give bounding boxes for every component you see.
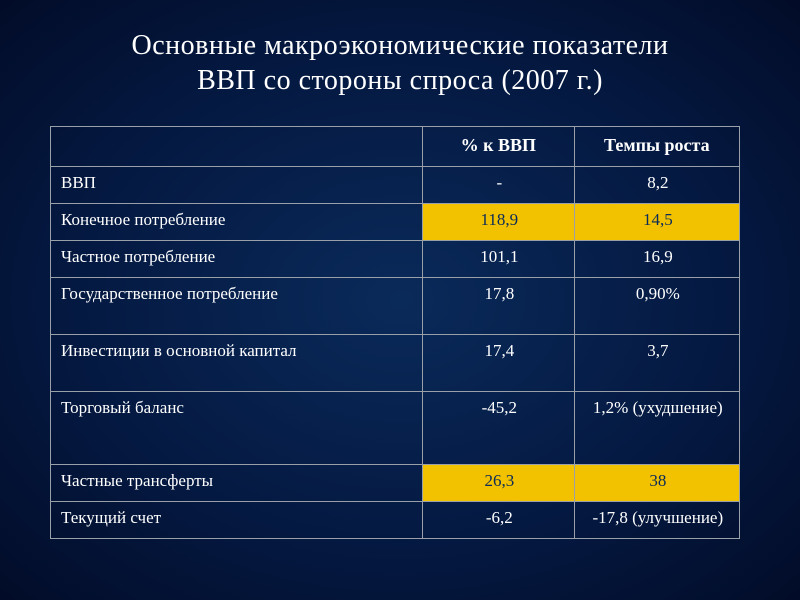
table-row: Государственное потребление17,80,90% <box>51 278 740 335</box>
row-label: Торговый баланс <box>51 392 423 465</box>
title-line-2: ВВП со стороны спроса (2007 г.) <box>50 63 750 98</box>
slide-title: Основные макроэкономические показатели В… <box>50 28 750 98</box>
col-header-pct: % к ВВП <box>423 127 575 167</box>
row-pct: - <box>423 167 575 204</box>
row-growth: 0,90% <box>574 278 739 335</box>
row-growth: 1,2% (ухудшение) <box>574 392 739 465</box>
row-label: Государственное потребление <box>51 278 423 335</box>
title-line-1: Основные макроэкономические показатели <box>50 28 750 63</box>
row-growth: 14,5 <box>574 204 739 241</box>
row-pct: 101,1 <box>423 241 575 278</box>
table-row: Инвестиции в основной капитал17,43,7 <box>51 335 740 392</box>
row-label: ВВП <box>51 167 423 204</box>
row-pct: -6,2 <box>423 502 575 539</box>
table-row: Частные трансферты26,338 <box>51 465 740 502</box>
row-pct: 17,4 <box>423 335 575 392</box>
row-growth: 8,2 <box>574 167 739 204</box>
row-pct: -45,2 <box>423 392 575 465</box>
row-growth: 3,7 <box>574 335 739 392</box>
row-growth: -17,8 (улучшение) <box>574 502 739 539</box>
row-pct: 17,8 <box>423 278 575 335</box>
table-row: Текущий счет-6,2-17,8 (улучшение) <box>51 502 740 539</box>
row-growth: 16,9 <box>574 241 739 278</box>
row-pct: 118,9 <box>423 204 575 241</box>
row-growth: 38 <box>574 465 739 502</box>
row-label: Частные трансферты <box>51 465 423 502</box>
table-header-row: % к ВВП Темпы роста <box>51 127 740 167</box>
table-row: Конечное потребление118,914,5 <box>51 204 740 241</box>
table-row: ВВП-8,2 <box>51 167 740 204</box>
table-row: Торговый баланс-45,21,2% (ухудшение) <box>51 392 740 465</box>
row-label: Инвестиции в основной капитал <box>51 335 423 392</box>
table-wrapper: % к ВВП Темпы роста ВВП-8,2Конечное потр… <box>50 126 750 539</box>
slide: Основные макроэкономические показатели В… <box>0 0 800 539</box>
col-header-growth: Темпы роста <box>574 127 739 167</box>
table-body: ВВП-8,2Конечное потребление118,914,5Част… <box>51 167 740 539</box>
row-label: Частное потребление <box>51 241 423 278</box>
col-header-empty <box>51 127 423 167</box>
row-label: Конечное потребление <box>51 204 423 241</box>
gdp-table: % к ВВП Темпы роста ВВП-8,2Конечное потр… <box>50 126 740 539</box>
row-label: Текущий счет <box>51 502 423 539</box>
table-row: Частное потребление101,116,9 <box>51 241 740 278</box>
row-pct: 26,3 <box>423 465 575 502</box>
